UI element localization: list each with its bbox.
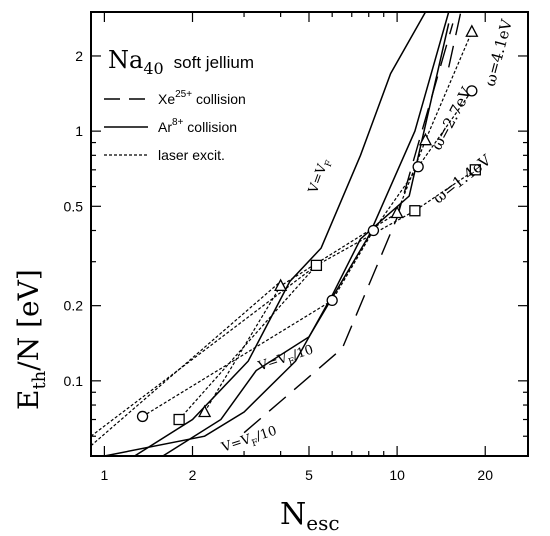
square-marker xyxy=(310,259,323,272)
x-tick-label: 10 xyxy=(389,467,405,483)
series-line-laser xyxy=(204,31,473,413)
square-marker xyxy=(173,413,185,426)
x-tick-label: 5 xyxy=(305,467,313,483)
annotation-label: V=VF xyxy=(306,156,336,197)
square-marker xyxy=(469,164,481,176)
y-axis-label-rest: /N [eV] xyxy=(12,269,45,370)
series-line-xe xyxy=(448,12,462,68)
triangle-marker xyxy=(418,132,433,146)
chart-title-sub: 40 xyxy=(143,59,163,78)
x-axis-label: Nesc xyxy=(280,497,340,535)
ticks: 1 2 5 10 20 0.1 0.2 0.5 1 2 xyxy=(64,11,528,483)
x-tick-label: 2 xyxy=(189,467,197,483)
series-line-laser xyxy=(178,169,476,420)
triangle-marker xyxy=(465,24,479,37)
x-tick-label: 20 xyxy=(477,467,493,483)
triangle-marker xyxy=(198,404,212,418)
square-marker xyxy=(409,205,421,217)
triangle-marker xyxy=(390,205,404,219)
circle-marker xyxy=(136,410,149,423)
circle-marker xyxy=(466,85,478,97)
y-tick-label: 1 xyxy=(75,123,83,139)
x-tick-label: 1 xyxy=(100,467,108,483)
chart-title: Na40 soft jellium xyxy=(108,46,254,78)
series-line-xe xyxy=(243,23,454,434)
y-tick-label: 0.5 xyxy=(64,198,84,214)
circle-marker xyxy=(367,224,380,237)
annotation-label: V=VF/10 xyxy=(256,342,317,377)
annotation-label: ω=1.4eV xyxy=(429,150,495,207)
annotation-label: V=VF/10 xyxy=(219,424,280,459)
series-line-laser-thin xyxy=(91,281,281,447)
y-tick-label: 2 xyxy=(75,48,83,64)
y-tick-label: 0.2 xyxy=(64,298,84,314)
legend: Xe25+ collision Ar8+ collision laser excit… xyxy=(104,89,246,163)
annotation-label: ω=4.1eV xyxy=(481,16,516,88)
legend-label: Xe25+ collision xyxy=(158,89,246,107)
legend-label: laser excit. xyxy=(158,147,225,163)
series-line-ar xyxy=(161,12,450,456)
circle-marker xyxy=(412,161,424,173)
series-line-laser xyxy=(142,90,473,418)
x-axis-label-sub: esc xyxy=(306,511,339,535)
y-axis-label: Eth/N [eV] xyxy=(12,269,50,410)
series-line-ar xyxy=(104,23,450,456)
y-axis-label-sub: th xyxy=(29,370,50,389)
circle-marker xyxy=(326,294,338,307)
series-line-ar xyxy=(133,12,427,456)
series-layer xyxy=(91,12,476,456)
triangle-marker xyxy=(274,278,288,292)
series-line-laser-thin xyxy=(91,264,317,437)
y-tick-label: 0.1 xyxy=(64,373,84,389)
legend-label: Ar8+ collision xyxy=(158,117,237,135)
markers-layer xyxy=(136,24,481,426)
chart-title-rest: soft jellium xyxy=(174,53,254,72)
